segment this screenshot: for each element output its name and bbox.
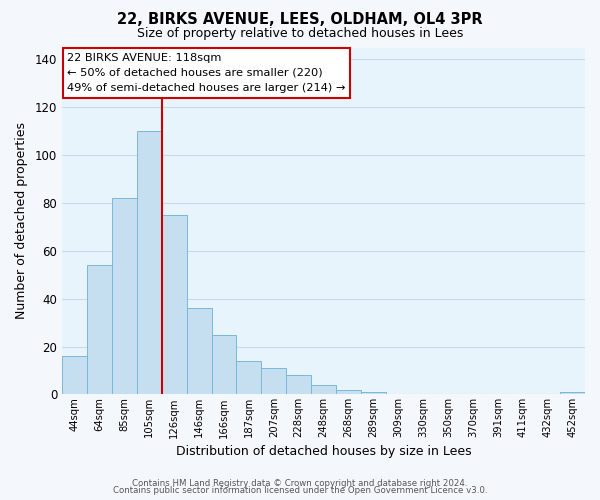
Bar [137,131,162,394]
Text: 22, BIRKS AVENUE, LEES, OLDHAM, OL4 3PR: 22, BIRKS AVENUE, LEES, OLDHAM, OL4 3PR [117,12,483,28]
Text: Contains HM Land Registry data © Crown copyright and database right 2024.: Contains HM Land Registry data © Crown c… [132,478,468,488]
Bar [262,368,286,394]
Bar [187,308,212,394]
Text: 22 BIRKS AVENUE: 118sqm
← 50% of detached houses are smaller (220)
49% of semi-d: 22 BIRKS AVENUE: 118sqm ← 50% of detache… [67,52,346,93]
Bar [162,215,187,394]
Bar [336,390,361,394]
Bar [311,385,336,394]
Text: Contains public sector information licensed under the Open Government Licence v3: Contains public sector information licen… [113,486,487,495]
Bar [286,376,311,394]
Text: Size of property relative to detached houses in Lees: Size of property relative to detached ho… [137,28,463,40]
Bar [361,392,386,394]
X-axis label: Distribution of detached houses by size in Lees: Distribution of detached houses by size … [176,444,472,458]
Y-axis label: Number of detached properties: Number of detached properties [15,122,28,320]
Bar [560,392,585,394]
Bar [62,356,87,395]
Bar [112,198,137,394]
Bar [212,334,236,394]
Bar [236,361,262,394]
Bar [87,265,112,394]
